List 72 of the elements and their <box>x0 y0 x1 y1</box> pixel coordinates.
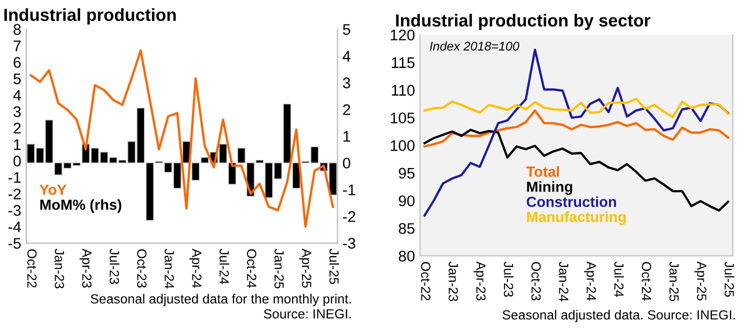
y-tick-label: 8 <box>14 24 21 35</box>
x-tick-label: Jan-24 <box>559 262 568 302</box>
x-tick-label: Oct-23 <box>531 262 541 300</box>
x-tick-label: Apr-23 <box>80 248 92 288</box>
line-series <box>423 109 730 148</box>
x-tick-label: Jan-23 <box>448 262 458 302</box>
series-label: Mining <box>527 181 572 195</box>
y-tick-label: -3 <box>8 205 21 216</box>
chart-title: Industrial production by sector <box>396 14 650 30</box>
y2-tick-label: -2 <box>343 211 356 222</box>
y-tick-label: 110 <box>392 84 415 96</box>
x-tick-label: Jan-25 <box>669 262 679 302</box>
x-tick-label: Oct-22 <box>421 262 430 300</box>
y-tick-label: 4 <box>13 90 21 101</box>
x-tick-label: Jul-23 <box>504 262 514 297</box>
text: Construction <box>526 196 616 208</box>
annotation: Index 2018=100 <box>430 41 520 51</box>
y-tick-label: 0 <box>13 156 21 166</box>
y2-tick-label: 2 <box>343 104 350 115</box>
y-tick-label: 115 <box>392 57 414 68</box>
x-tick-label: Jan-25 <box>274 248 284 288</box>
y-tick-label: 95 <box>398 168 414 179</box>
x-tick-label: Jul-24 <box>220 248 230 284</box>
x-tick-label: Oct-22 <box>27 249 37 288</box>
line-series <box>423 98 730 118</box>
x-tick-label: Apr-24 <box>189 248 202 288</box>
y-tick-label: 6 <box>14 56 21 68</box>
y-tick-label: -1 <box>8 172 21 183</box>
y2-tick-label: 1 <box>344 131 350 142</box>
y-tick-label: 7 <box>14 40 21 52</box>
x-tick-label: Jul-25 <box>329 248 340 284</box>
chart-title: Industrial production <box>4 8 176 24</box>
y-tick-label: -4 <box>8 222 21 232</box>
text: Total <box>526 166 559 177</box>
x-tick-label: Jul-24 <box>614 262 624 297</box>
y2-tick-label: -1 <box>343 184 356 196</box>
y-tick-label: 2 <box>14 122 21 134</box>
x-tick-label: Jul-23 <box>110 248 120 284</box>
y-tick-label: 105 <box>390 112 414 124</box>
x-tick-label: Jan-24 <box>164 248 174 289</box>
text: Manufacturing <box>527 211 626 226</box>
text: Seasonal adjusted data for the monthly print. <box>90 294 351 306</box>
y-tick-label: -5 <box>8 238 21 249</box>
series-label: MoM% (rhs) <box>40 199 122 213</box>
y2-tick-label: -3 <box>343 238 356 249</box>
x-tick-label: Apr-23 <box>474 261 486 300</box>
x-tick-label: Oct-24 <box>246 249 256 288</box>
text: YoY <box>40 184 66 195</box>
text: Seasonal adjusted data. Source: INEGI. <box>502 310 735 322</box>
source-note: Source: INEGI. <box>264 309 351 319</box>
x-tick-label: Jan-23 <box>54 248 64 288</box>
y2-tick-label: 4 <box>342 50 350 62</box>
x-tick-label: Apr-25 <box>299 248 312 288</box>
y-tick-label: 120 <box>390 30 415 40</box>
line-series <box>30 49 334 228</box>
y-tick-label: 85 <box>398 223 414 234</box>
y-tick-label: 80 <box>398 250 415 262</box>
y-tick-label: 5 <box>14 74 21 84</box>
y2-tick-label: 5 <box>342 24 350 35</box>
x-tick-label: Oct-24 <box>642 262 652 301</box>
y2-tick-label: 3 <box>342 78 350 88</box>
x-tick-label: Oct-23 <box>137 249 146 288</box>
y2-tick-label: 0 <box>342 158 350 169</box>
y-tick-label: 100 <box>390 140 415 151</box>
y-tick-label: 1 <box>14 139 21 150</box>
line-series <box>423 128 730 212</box>
x-tick-label: Jul-25 <box>724 262 734 297</box>
x-tick-label: Apr-24 <box>584 261 596 301</box>
y-tick-label: -2 <box>8 188 21 200</box>
x-tick-label: Apr-25 <box>694 261 706 300</box>
y-tick-label: 3 <box>13 106 21 118</box>
y-tick-label: 90 <box>398 195 415 206</box>
